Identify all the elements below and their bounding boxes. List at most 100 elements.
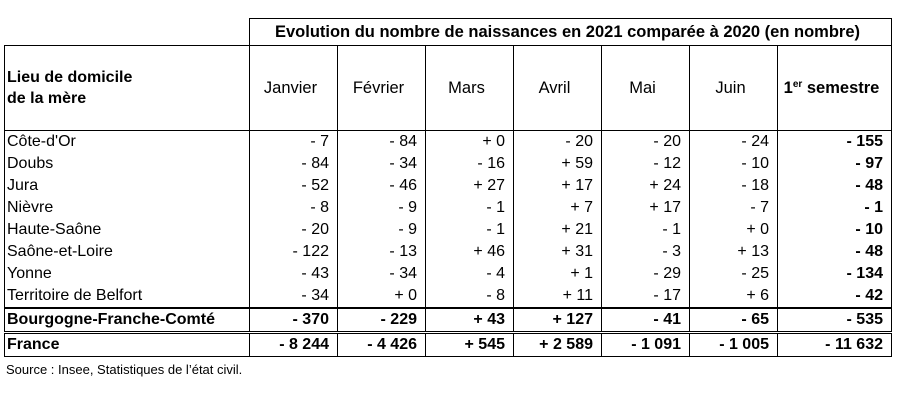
semester-number: 1 [783, 79, 793, 97]
value-cell: - 1 [425, 219, 514, 241]
value-cell: - 34 [249, 285, 338, 309]
value-cell: - 16 [425, 153, 514, 175]
value-cell: + 127 [513, 308, 602, 334]
row-label: Territoire de Belfort [4, 285, 250, 309]
value-cell: + 31 [513, 241, 602, 263]
table-row: Côte-d'Or - 7- 84 + 0- 20- 20- 24- 155 [4, 130, 892, 153]
value-cell: - 43 [249, 263, 338, 285]
value-cell: - 9 [337, 219, 426, 241]
semester-total-cell: - 10 [777, 219, 892, 241]
row-label: Saône-et-Loire [4, 241, 250, 263]
value-cell: - 18 [689, 175, 778, 197]
value-cell: - 34 [337, 153, 426, 175]
table-row: Haute-Saône - 20- 9- 1 + 21- 1 + 0- 10 [4, 219, 892, 241]
value-cell: - 10 [689, 153, 778, 175]
value-cell: + 17 [513, 175, 602, 197]
value-cell: - 7 [249, 130, 338, 153]
table-row: Nièvre - 8- 9- 1 + 7 + 17- 7- 1 [4, 197, 892, 219]
column-header-lieu: Lieu de domicile de la mère [4, 45, 250, 131]
row-label: Yonne [4, 263, 250, 285]
value-cell: - 13 [337, 241, 426, 263]
semester-superscript: er [792, 79, 803, 90]
semester-total-cell: - 97 [777, 153, 892, 175]
column-header-semestre: 1er semestre [777, 45, 892, 131]
value-cell: - 20 [513, 130, 602, 153]
value-cell: - 24 [689, 130, 778, 153]
semester-total-cell: - 535 [777, 308, 892, 334]
value-cell: + 0 [425, 130, 514, 153]
region-row: Bourgogne-Franche-Comté - 370- 229 + 43 + 1… [4, 308, 892, 334]
value-cell: + 2 589 [513, 332, 602, 357]
title-row: Evolution du nombre de naissances en 202… [5, 18, 892, 46]
value-cell: - 65 [689, 308, 778, 334]
source-note: Source : Insee, Statistiques de l’état c… [6, 362, 243, 377]
semester-total-cell: - 48 [777, 175, 892, 197]
value-cell: - 8 244 [249, 332, 338, 357]
value-cell: - 229 [337, 308, 426, 334]
semester-total-cell: - 11 632 [777, 332, 892, 357]
value-cell: - 25 [689, 263, 778, 285]
row-label: Jura [4, 175, 250, 197]
value-cell: + 545 [425, 332, 514, 357]
semester-total-cell: - 1 [777, 197, 892, 219]
value-cell: - 3 [601, 241, 690, 263]
value-cell: - 1 091 [601, 332, 690, 357]
row-label: Doubs [4, 153, 250, 175]
value-cell: + 27 [425, 175, 514, 197]
value-cell: - 84 [337, 130, 426, 153]
row-label: Bourgogne-Franche-Comté [4, 308, 250, 334]
lieu-header-line2: de la mère [7, 90, 87, 107]
value-cell: - 8 [425, 285, 514, 309]
value-cell: - 4 [425, 263, 514, 285]
value-cell: - 7 [689, 197, 778, 219]
value-cell: + 43 [425, 308, 514, 334]
column-header-juin: Juin [689, 45, 778, 131]
value-cell: - 52 [249, 175, 338, 197]
value-cell: - 20 [601, 130, 690, 153]
semester-total-cell: - 48 [777, 241, 892, 263]
value-cell: + 17 [601, 197, 690, 219]
value-cell: + 13 [689, 241, 778, 263]
value-cell: - 84 [249, 153, 338, 175]
value-cell: - 12 [601, 153, 690, 175]
column-header-fevrier: Février [337, 45, 426, 131]
row-label: Côte-d'Or [4, 130, 250, 153]
column-header-mars: Mars [425, 45, 514, 131]
value-cell: + 7 [513, 197, 602, 219]
value-cell: - 20 [249, 219, 338, 241]
france-row: France - 8 244- 4 426 + 545 + 2 589- 1 091 -… [4, 332, 892, 357]
value-cell: - 29 [601, 263, 690, 285]
table-row: Territoire de Belfort - 34 + 0- 8 + 11- 17 +… [4, 285, 892, 309]
table-title: Evolution du nombre de naissances en 202… [249, 18, 892, 46]
corner-cell [5, 19, 250, 46]
table-row: Yonne - 43- 34- 4 + 1- 29- 25- 134 [4, 263, 892, 285]
births-table: Evolution du nombre de naissances en 202… [4, 18, 892, 357]
semester-total-cell: - 155 [777, 130, 892, 153]
lieu-header-line1: Lieu de domicile [7, 69, 133, 86]
value-cell: - 4 426 [337, 332, 426, 357]
value-cell: - 8 [249, 197, 338, 219]
semester-total-cell: - 134 [777, 263, 892, 285]
semester-total-cell: - 42 [777, 285, 892, 309]
value-cell: - 1 [601, 219, 690, 241]
value-cell: + 24 [601, 175, 690, 197]
row-label: France [4, 332, 250, 357]
value-cell: + 11 [513, 285, 602, 309]
value-cell: + 21 [513, 219, 602, 241]
value-cell: - 122 [249, 241, 338, 263]
value-cell: - 41 [601, 308, 690, 334]
value-cell: - 1 [425, 197, 514, 219]
value-cell: + 6 [689, 285, 778, 309]
value-cell: - 370 [249, 308, 338, 334]
header-row: Lieu de domicile de la mère Janvier Févri… [4, 45, 892, 131]
row-label: Haute-Saône [4, 219, 250, 241]
table-row: Jura - 52- 46 + 27 + 17 + 24- 18- 48 [4, 175, 892, 197]
value-cell: - 34 [337, 263, 426, 285]
column-header-avril: Avril [513, 45, 602, 131]
table-row: Doubs - 84- 34- 16 + 59- 12- 10- 97 [4, 153, 892, 175]
value-cell: + 0 [689, 219, 778, 241]
table-row: Saône-et-Loire - 122- 13 + 46 + 31- 3 + 13- … [4, 241, 892, 263]
value-cell: - 17 [601, 285, 690, 309]
row-label: Nièvre [4, 197, 250, 219]
value-cell: + 59 [513, 153, 602, 175]
